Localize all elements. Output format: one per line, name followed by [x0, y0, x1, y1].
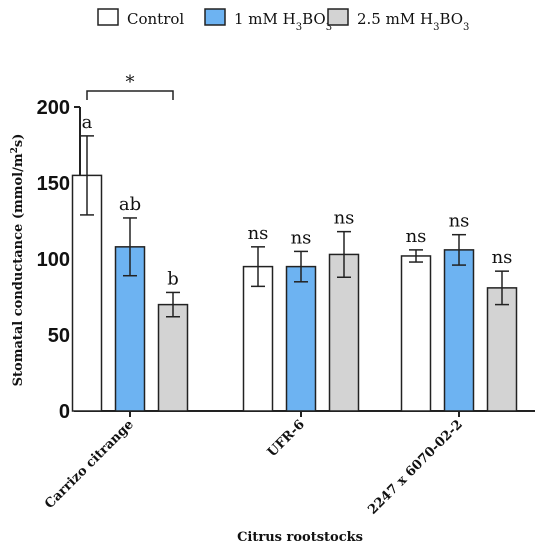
significance-star: *: [126, 72, 135, 93]
y-tick-label: 150: [37, 173, 70, 195]
legend-label: Control: [127, 10, 184, 28]
x-axis-title: Citrus rootstocks: [237, 530, 363, 545]
significance-bracket: [86, 90, 174, 100]
legend-subscript: 3: [296, 22, 302, 33]
y-tick-label: 100: [37, 249, 70, 271]
bar: [328, 253, 360, 412]
bars: [71, 135, 518, 412]
bar: [443, 249, 475, 412]
legend-label-tail: BO: [439, 10, 463, 28]
significance-letter: ns: [449, 211, 470, 232]
significance-letter: b: [167, 268, 179, 289]
legend-label: 2.5 mM H3BO3: [357, 10, 469, 33]
legend-label: 1 mM H3BO3: [234, 10, 332, 33]
y-tick-label: 200: [37, 97, 70, 119]
annotations: a ab b ns ns ns ns ns ns *: [82, 72, 513, 289]
legend-subscript: 3: [433, 22, 439, 33]
x-tick-label: Carrizo citrange: [42, 417, 137, 512]
significance-letter: ns: [291, 227, 312, 248]
ylabel-tail: s): [11, 134, 26, 147]
significance-letter: ns: [406, 226, 427, 247]
legend-swatch: [204, 8, 226, 26]
legend-label-tail: BO: [302, 10, 326, 28]
significance-letter: ns: [334, 208, 355, 229]
legend: Control 1 mM H3BO3 2.5 mM H3BO3: [97, 8, 469, 33]
significance-letter: a: [82, 112, 93, 133]
y-tick-label: 0: [59, 401, 70, 423]
x-tick-label: UFR-6: [265, 417, 308, 460]
significance-letter: ab: [119, 194, 141, 215]
significance-letter: ns: [492, 247, 513, 268]
legend-subscript: 3: [326, 22, 332, 33]
bar: [242, 265, 274, 412]
legend-subscript: 3: [463, 22, 469, 33]
superscript: 2: [10, 147, 20, 153]
bar: [285, 265, 317, 412]
legend-swatch: [327, 8, 349, 26]
bar: [400, 255, 432, 412]
x-tick-label: 2247 x 6070-02-2: [365, 417, 465, 517]
significance-letter: ns: [248, 223, 269, 244]
legend-swatch: [97, 8, 119, 26]
bar: [157, 303, 189, 412]
bar: [486, 287, 518, 412]
y-axis-title: Stomatal conductance (mmol/m2s): [10, 134, 26, 387]
y-tick-label: 50: [48, 325, 70, 347]
